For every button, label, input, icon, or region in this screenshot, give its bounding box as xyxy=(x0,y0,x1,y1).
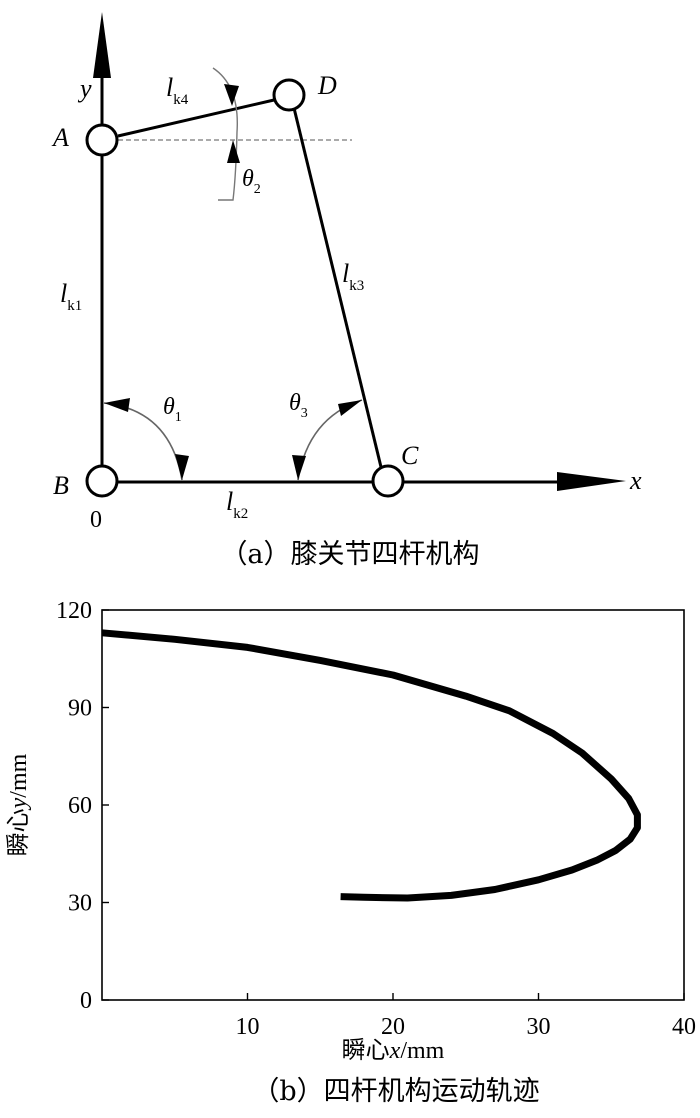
x-axis-label-var: x xyxy=(389,1038,401,1064)
x-axis-label: 瞬心x/mm xyxy=(342,1036,445,1064)
label-angle-theta3: θ3 xyxy=(289,390,308,421)
label-angle-theta1-symbol: θ xyxy=(163,394,175,420)
panel-a-linkage-diagram: A B C D 0 y x lk1 lk2 lk3 lk4 θ1 θ2 θ3 xyxy=(51,12,642,570)
label-x-axis: x xyxy=(629,466,642,495)
label-link-k1-symbol: l xyxy=(60,279,67,308)
plot-frame xyxy=(101,609,685,1001)
link-k3 xyxy=(292,107,383,468)
x-tick-label-40: 40 xyxy=(672,1014,696,1040)
angle-theta3-arrow-bottom xyxy=(292,455,306,480)
x-tick-label-20: 20 xyxy=(381,1014,405,1040)
chart-ticks xyxy=(102,609,685,1001)
label-angle-theta1: θ1 xyxy=(163,394,182,425)
label-angle-theta3-subscript: 3 xyxy=(301,406,308,421)
link-k4 xyxy=(117,98,275,138)
label-link-k1: lk1 xyxy=(60,279,82,314)
label-point-d: D xyxy=(317,71,337,100)
y-axis-label-prefix: 瞬心 xyxy=(4,808,32,856)
y-axis-label: 瞬心y/mm xyxy=(4,753,32,856)
joint-c xyxy=(371,464,405,498)
label-link-k4-symbol: l xyxy=(166,73,173,102)
label-angle-theta2: θ2 xyxy=(242,166,261,197)
label-angle-theta2-subscript: 2 xyxy=(254,182,261,197)
label-link-k1-subscript: k1 xyxy=(67,298,82,314)
label-y-axis: y xyxy=(77,74,92,103)
y-tick-label-30: 30 xyxy=(68,891,92,917)
angle-theta2-arrow-top xyxy=(224,84,239,106)
x-axis-label-unit: /mm xyxy=(400,1038,444,1064)
label-angle-theta1-subscript: 1 xyxy=(175,410,182,425)
label-link-k3: lk3 xyxy=(342,259,364,294)
x-tick-label-10: 10 xyxy=(236,1014,260,1040)
caption-panel-a: （a）膝关节四杆机构 xyxy=(220,539,479,570)
label-origin: 0 xyxy=(90,507,102,533)
y-tick-label-0: 0 xyxy=(80,988,92,1014)
label-angle-theta2-symbol: θ xyxy=(242,166,254,192)
label-link-k4: lk4 xyxy=(166,73,189,108)
x-tick-label-30: 30 xyxy=(527,1014,551,1040)
x-axis-label-prefix: 瞬心 xyxy=(342,1036,390,1064)
angle-theta1-arrow-bottom xyxy=(175,454,189,480)
joint-a xyxy=(85,123,119,157)
label-link-k2-symbol: l xyxy=(226,487,233,516)
angle-theta2-arc xyxy=(212,67,238,201)
caption-panel-b: （b）四杆机构运动轨迹 xyxy=(252,1076,539,1107)
label-point-b: B xyxy=(53,471,69,500)
label-link-k3-subscript: k3 xyxy=(349,278,364,294)
y-axis-arrowhead xyxy=(93,12,111,78)
label-link-k3-symbol: l xyxy=(342,259,349,288)
label-link-k2: lk2 xyxy=(226,487,248,522)
y-tick-label-90: 90 xyxy=(68,696,92,722)
angle-theta3-arrow-top xyxy=(338,400,362,416)
chart-tick-labels: 10 20 30 40 0 30 60 90 120 xyxy=(56,598,696,1040)
label-point-c: C xyxy=(401,441,419,470)
angle-theta1-arrow-top xyxy=(104,398,130,412)
joint-b xyxy=(85,464,119,498)
trajectory-line xyxy=(101,629,641,902)
y-axis-label-unit: /mm xyxy=(6,753,32,797)
label-angle-theta3-symbol: θ xyxy=(289,390,301,416)
y-axis-label-var: y xyxy=(6,797,32,810)
label-link-k4-subscript: k4 xyxy=(173,92,189,108)
y-tick-label-60: 60 xyxy=(68,793,92,819)
label-link-k2-subscript: k2 xyxy=(233,506,248,522)
y-tick-label-120: 120 xyxy=(56,598,92,624)
label-point-a: A xyxy=(51,123,69,152)
x-axis-arrowhead xyxy=(557,472,626,491)
angle-theta2-arrow-bottom xyxy=(227,140,240,163)
joint-d xyxy=(272,78,306,112)
